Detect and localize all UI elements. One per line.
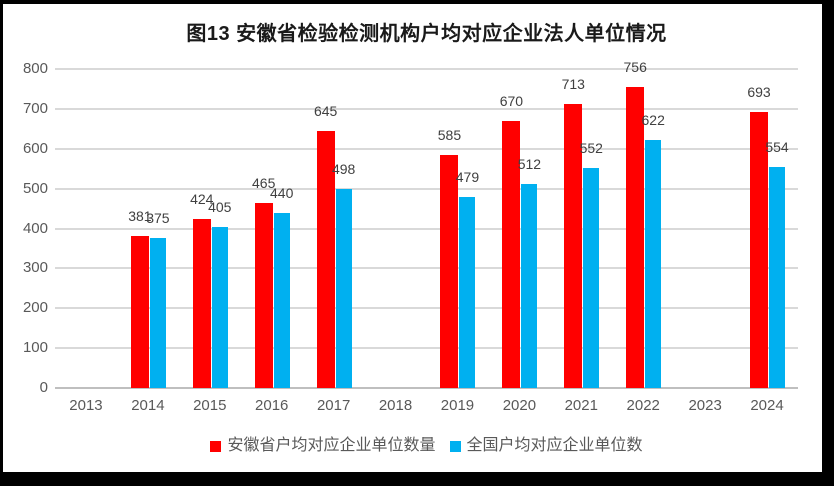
data-label-anhui-2021: 713 bbox=[561, 76, 585, 92]
legend-marker-anhui bbox=[210, 440, 222, 452]
data-label-national-2024: 554 bbox=[765, 139, 789, 155]
bar-anhui-2021 bbox=[564, 104, 583, 388]
bar-national-2014 bbox=[149, 238, 166, 388]
gridline-y100 bbox=[55, 347, 798, 350]
data-label-national-2016: 440 bbox=[270, 185, 294, 201]
bar-anhui-2024 bbox=[750, 112, 769, 388]
bar-national-2022 bbox=[645, 140, 662, 388]
y-tick-label-800: 800 bbox=[22, 60, 48, 77]
data-label-anhui-2019: 585 bbox=[437, 127, 462, 143]
x-tick-label-2022: 2022 bbox=[626, 397, 660, 414]
legend-item-anhui: 安徽省户均对应企业单位数量 bbox=[210, 436, 436, 456]
x-tick-label-2015: 2015 bbox=[193, 397, 227, 414]
bar-national-2021 bbox=[583, 168, 600, 388]
chart-title: 图13 安徽省检验检测机构户均对应企业法人单位情况 bbox=[186, 23, 667, 45]
bar-national-2015 bbox=[211, 227, 228, 388]
data-label-anhui-2022: 756 bbox=[623, 59, 647, 75]
bar-anhui-2017 bbox=[316, 131, 335, 388]
bar-anhui-2014 bbox=[130, 236, 149, 388]
bar-anhui-2020 bbox=[502, 121, 521, 388]
gridline-y300 bbox=[55, 267, 798, 270]
x-tick-label-2021: 2021 bbox=[564, 397, 598, 414]
bar-anhui-2015 bbox=[192, 219, 211, 388]
bar-national-2020 bbox=[521, 184, 538, 388]
y-tick-label-100: 100 bbox=[22, 339, 48, 357]
legend-item-national: 全国户均对应企业单位数 bbox=[449, 436, 643, 456]
data-label-national-2014: 375 bbox=[146, 210, 170, 226]
legend-label-anhui: 安徽省户均对应企业单位数量 bbox=[227, 437, 436, 454]
x-tick-label-2019: 2019 bbox=[440, 397, 475, 414]
x-tick-label-2013: 2013 bbox=[69, 397, 103, 414]
gridline-y500 bbox=[55, 187, 798, 190]
data-label-anhui-2017: 645 bbox=[313, 103, 338, 119]
x-axis-line bbox=[55, 387, 798, 389]
legend: 安徽省户均对应企业单位数量 全国户均对应企业单位数 bbox=[55, 436, 798, 456]
gridline-y200 bbox=[55, 307, 798, 310]
gridline-y400 bbox=[55, 227, 798, 230]
bar-anhui-2022 bbox=[626, 87, 645, 388]
chart-canvas: 图13 安徽省检验检测机构户均对应企业法人单位情况 0 100 200 300 400 5… bbox=[3, 4, 822, 472]
data-label-national-2021: 552 bbox=[579, 140, 603, 156]
legend-marker-national bbox=[449, 440, 461, 452]
bar-national-2017 bbox=[335, 189, 352, 388]
data-label-national-2015: 405 bbox=[208, 199, 232, 215]
y-tick-label-500: 500 bbox=[22, 179, 48, 197]
y-tick-label-300: 300 bbox=[22, 259, 48, 277]
x-tick-label-2017: 2017 bbox=[316, 397, 351, 414]
data-label-anhui-2014: 381 bbox=[128, 208, 152, 224]
bar-national-2019 bbox=[459, 197, 476, 388]
x-tick-label-2020: 2020 bbox=[502, 397, 537, 414]
data-label-national-2020: 512 bbox=[517, 156, 542, 172]
data-label-national-2022: 622 bbox=[641, 112, 665, 128]
legend-label-national: 全国户均对应企业单位数 bbox=[466, 437, 643, 454]
bar-national-2016 bbox=[273, 213, 290, 388]
bar-anhui-2016 bbox=[254, 203, 273, 388]
x-tick-label-2018: 2018 bbox=[378, 397, 413, 414]
data-label-anhui-2024: 693 bbox=[747, 84, 771, 100]
x-tick-label-2014: 2014 bbox=[131, 397, 165, 414]
gridline-y700 bbox=[55, 107, 798, 110]
y-tick-label-0: 0 bbox=[39, 379, 48, 396]
x-tick-label-2016: 2016 bbox=[255, 397, 289, 414]
bar-anhui-2019 bbox=[440, 155, 459, 388]
y-tick-label-200: 200 bbox=[22, 299, 48, 317]
x-tick-label-2023: 2023 bbox=[688, 397, 722, 414]
data-label-national-2017: 498 bbox=[331, 161, 356, 177]
data-label-anhui-2016: 465 bbox=[252, 175, 276, 191]
y-tick-label-400: 400 bbox=[22, 219, 48, 237]
gridline-y800 bbox=[55, 68, 798, 70]
x-tick-label-2024: 2024 bbox=[750, 397, 784, 414]
y-tick-label-700: 700 bbox=[22, 99, 48, 117]
gridline-y600 bbox=[55, 147, 798, 150]
bar-national-2024 bbox=[769, 167, 786, 388]
data-label-national-2019: 479 bbox=[455, 169, 480, 185]
data-label-anhui-2015: 424 bbox=[190, 191, 214, 207]
data-label-anhui-2020: 670 bbox=[499, 93, 524, 109]
y-tick-label-600: 600 bbox=[22, 139, 48, 157]
